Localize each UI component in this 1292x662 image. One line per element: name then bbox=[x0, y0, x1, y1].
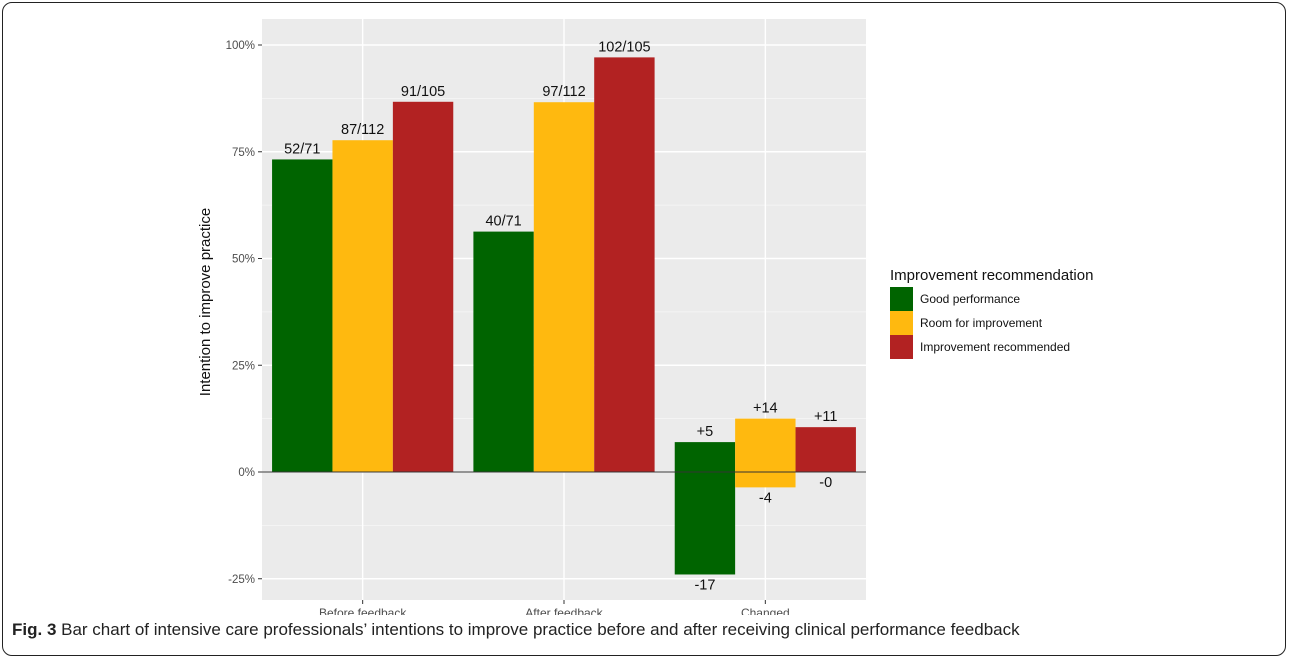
bar bbox=[533, 102, 595, 472]
y-tick-label: -25% bbox=[228, 574, 255, 586]
x-tick-label: Before feedback bbox=[319, 606, 407, 615]
bar bbox=[272, 159, 333, 472]
x-tick-label: Changed bbox=[741, 606, 790, 615]
data-label: -17 bbox=[694, 577, 715, 593]
legend-title: Improvement recommendation bbox=[890, 267, 1093, 284]
caption-text: Bar chart of intensive care professional… bbox=[56, 620, 1020, 639]
data-label: 102/105 bbox=[598, 39, 650, 55]
legend-key bbox=[890, 287, 913, 311]
bar-chart: 52/71 40/71 +5 -17 87/112 97/112 +14 -4 91/105 10… bbox=[197, 19, 1093, 615]
y-tick-label: 50% bbox=[232, 254, 255, 266]
bar bbox=[674, 472, 736, 575]
data-label: 40/71 bbox=[485, 214, 521, 230]
bar bbox=[332, 140, 393, 472]
data-label: +5 bbox=[697, 424, 714, 440]
y-tick-label: 0% bbox=[238, 467, 255, 479]
data-label: 91/105 bbox=[401, 84, 445, 100]
data-label: -0 bbox=[819, 475, 832, 491]
bar bbox=[392, 101, 454, 472]
legend-label: Improvement recommended bbox=[920, 340, 1070, 354]
legend-label: Room for improvement bbox=[920, 316, 1043, 330]
data-label: 97/112 bbox=[542, 84, 585, 100]
bar bbox=[795, 427, 856, 472]
legend-label: Good performance bbox=[920, 292, 1020, 306]
data-labels: 52/71 40/71 +5 -17 87/112 97/112 +14 -4 91/105 10… bbox=[284, 39, 837, 593]
figure-label: Fig. 3 bbox=[12, 620, 57, 639]
x-tick-label: After feedback bbox=[525, 606, 603, 615]
y-tick-label: 100% bbox=[226, 40, 255, 52]
legend: Improvement recommendation Good performa… bbox=[890, 267, 1093, 359]
bar bbox=[735, 418, 796, 472]
bar bbox=[594, 57, 655, 473]
legend-key bbox=[890, 311, 913, 335]
data-label: +14 bbox=[753, 401, 778, 417]
legend-key bbox=[890, 335, 913, 359]
y-tick-label: 75% bbox=[232, 147, 255, 159]
figure-caption: Fig. 3 Bar chart of intensive care profe… bbox=[12, 620, 1020, 640]
y-axis-title: Intention to improve practice bbox=[197, 208, 214, 396]
bar bbox=[735, 472, 796, 488]
bar bbox=[473, 231, 534, 472]
data-label: 87/112 bbox=[341, 122, 384, 138]
bar bbox=[674, 442, 736, 472]
y-tick-label: 25% bbox=[232, 360, 255, 372]
axes: -25% 0% 25% 50% 75% 100% Before feedback After … bbox=[226, 40, 866, 615]
data-label: +11 bbox=[814, 409, 838, 425]
data-label: -4 bbox=[759, 490, 772, 506]
data-label: 52/71 bbox=[284, 141, 320, 157]
bars bbox=[272, 57, 856, 575]
